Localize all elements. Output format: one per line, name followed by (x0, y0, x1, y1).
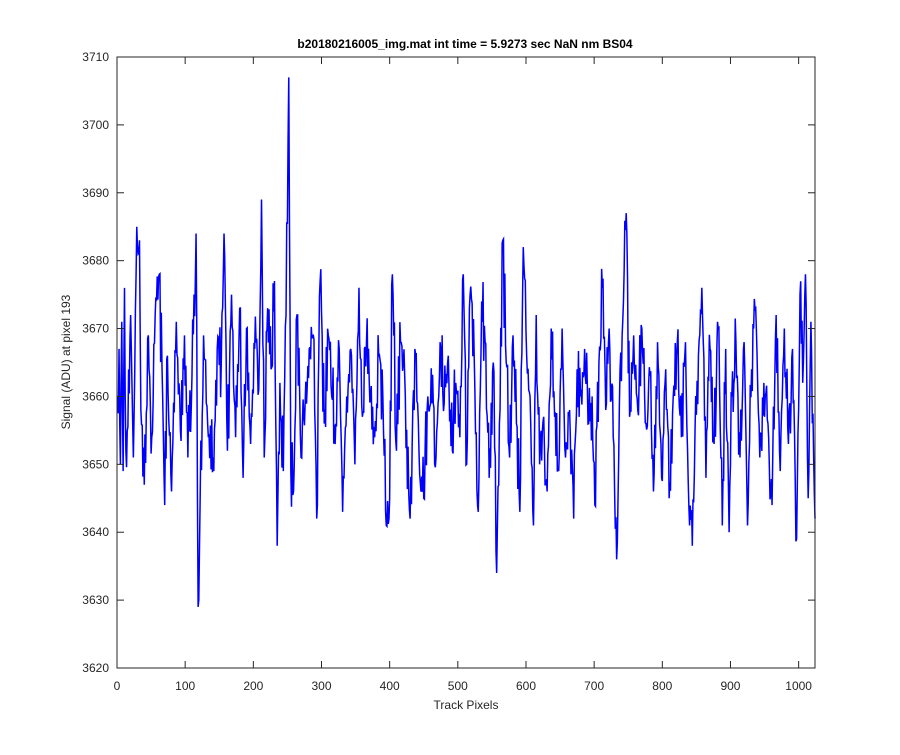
x-tick-label: 100 (175, 679, 195, 693)
x-tick-label: 0 (114, 679, 121, 693)
x-tick-label: 1000 (785, 679, 812, 693)
y-tick-label: 3660 (82, 389, 109, 403)
axes-layer (116, 56, 816, 669)
x-tick-label: 300 (311, 679, 331, 693)
x-tick-label: 200 (243, 679, 263, 693)
x-tick-label: 500 (448, 679, 468, 693)
x-tick-label: 800 (652, 679, 672, 693)
x-tick-label: 700 (584, 679, 604, 693)
plot-frame (116, 56, 816, 669)
y-tick-label: 3710 (82, 50, 109, 64)
y-tick-label: 3690 (82, 186, 109, 200)
y-tick-label: 3630 (82, 593, 109, 607)
y-tick-label: 3620 (82, 661, 109, 675)
chart-title: b20180216005_img.mat int time = 5.9273 s… (297, 37, 633, 51)
ticks-layer: 0 100 200 300 400 500 600 700 800 900 1000 3620 3630… (82, 50, 815, 693)
x-tick-label: 400 (380, 679, 400, 693)
y-tick-label: 3700 (82, 118, 109, 132)
signal-series-line (116, 77, 816, 607)
series-layer (116, 77, 816, 607)
x-tick-label: 600 (516, 679, 536, 693)
y-axis-title: Signal (ADU) at pixel 193 (59, 294, 73, 429)
y-tick-label: 3670 (82, 322, 109, 336)
x-tick-label: 900 (720, 679, 740, 693)
y-tick-label: 3650 (82, 457, 109, 471)
y-tick-label: 3640 (82, 525, 109, 539)
y-tick-label: 3680 (82, 254, 109, 268)
x-axis-title: Track Pixels (434, 698, 499, 712)
